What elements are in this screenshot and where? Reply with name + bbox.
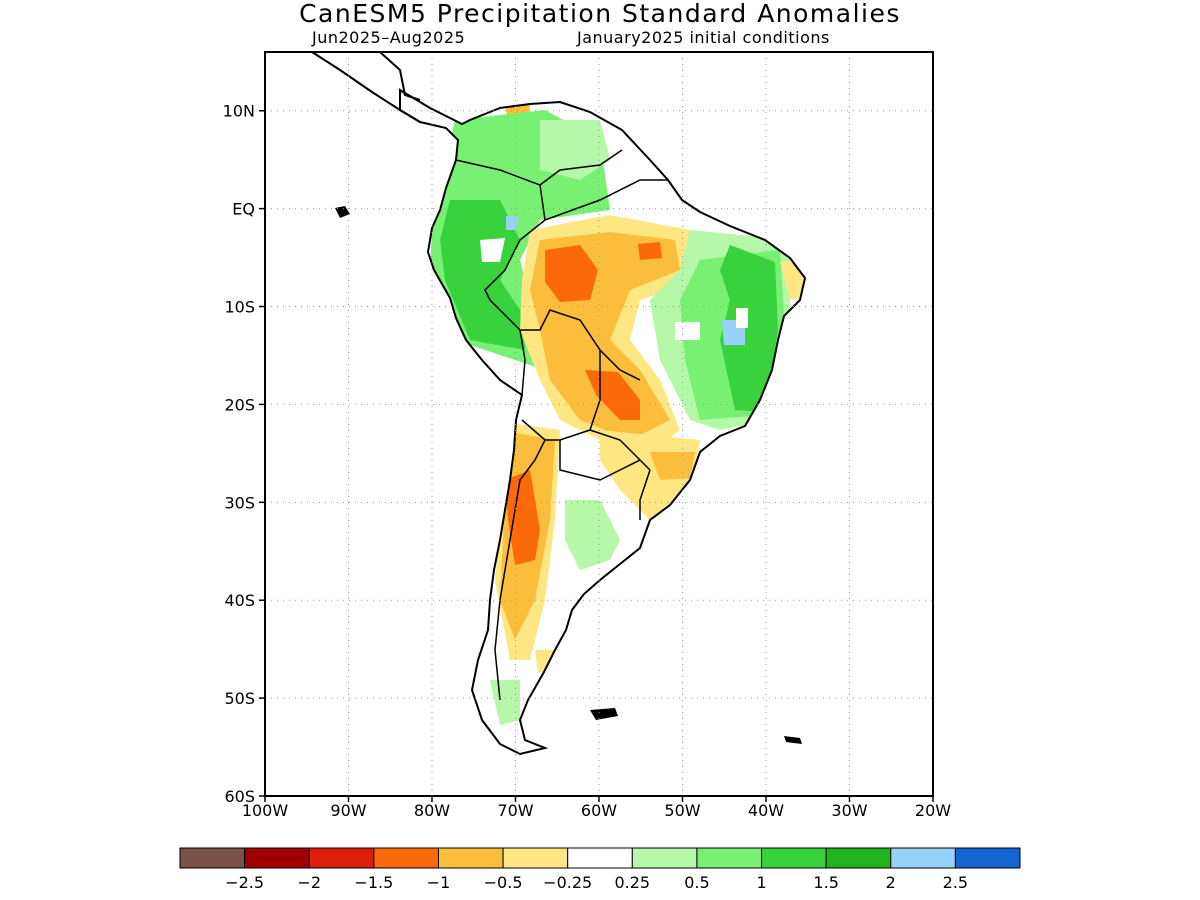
colorbar-swatch — [437, 847, 504, 869]
colorbar-swatch — [179, 847, 246, 869]
lon-tick-label: 90W — [330, 801, 366, 820]
anomaly-region — [736, 308, 748, 328]
colorbar-swatch — [761, 847, 827, 869]
map-frame — [264, 51, 934, 797]
colorbar-label: −2.5 — [225, 873, 264, 892]
anomaly-region — [480, 238, 505, 262]
country-borders — [455, 149, 668, 701]
colorbar-label: 1 — [756, 873, 766, 892]
south-america-coastline — [399, 88, 807, 756]
grid-lines — [265, 52, 933, 796]
colorbar-swatch — [567, 847, 633, 869]
colorbar-label: 2 — [886, 873, 896, 892]
lon-tick-label: 100W — [242, 801, 289, 820]
lon-ticks: 100W 90W 80W 70W 60W 50W 40W 30W 20W — [242, 796, 951, 820]
chart-title: CanESM5 Precipitation Standard Anomalies — [299, 0, 901, 28]
lon-tick-label: 50W — [664, 801, 700, 820]
lat-tick-label: 60S — [224, 787, 255, 806]
colorbar-label: −0.25 — [543, 873, 592, 892]
falkland-islands — [590, 708, 618, 720]
colorbar-label: 1.5 — [813, 873, 838, 892]
anomaly-region — [545, 245, 598, 302]
lat-tick-label: 20S — [224, 395, 255, 414]
colorbar-label: −0.5 — [484, 873, 523, 892]
lat-tick-label: 50S — [224, 689, 255, 708]
colorbar-label: −2 — [297, 873, 321, 892]
colorbar-label: −1.5 — [354, 873, 393, 892]
colorbar-swatch — [890, 847, 956, 869]
colorbar: −2.5 −2 −1.5 −1 −0.5 −0.25 0.25 0.5 1 1.5 2 2.5 — [179, 847, 1021, 892]
lat-tick-label: 10N — [223, 102, 255, 121]
colorbar-label: 0.25 — [614, 873, 650, 892]
colorbar-swatch — [954, 847, 1021, 869]
colorbar-swatch — [308, 847, 375, 869]
colorbar-swatch — [502, 847, 569, 869]
lon-tick-label: 60W — [581, 801, 617, 820]
anomaly-region — [490, 680, 520, 725]
lon-tick-label: 20W — [915, 801, 951, 820]
lat-ticks: 10N EQ 10S 20S 30S 40S 50S 60S — [223, 102, 265, 806]
colorbar-swatch — [696, 847, 763, 869]
lon-tick-label: 80W — [414, 801, 450, 820]
anomaly-region — [505, 470, 540, 565]
lat-tick-label: EQ — [232, 200, 255, 219]
anomaly-region — [506, 216, 518, 230]
colorbar-swatch — [373, 847, 439, 869]
anomaly-region — [540, 120, 610, 180]
colorbar-label: 0.5 — [684, 873, 709, 892]
south-georgia-island — [784, 736, 802, 744]
lat-tick-label: 30S — [224, 493, 255, 512]
galapagos-islands — [335, 206, 350, 218]
anomaly-region — [440, 200, 525, 350]
colorbar-swatch — [825, 847, 892, 869]
anomaly-region — [565, 500, 620, 570]
anomaly-region — [650, 452, 695, 480]
colorbar-label: 2.5 — [943, 873, 968, 892]
initial-conditions-subtitle: January2025 initial conditions — [577, 28, 830, 47]
anomaly-region — [675, 322, 700, 340]
anomaly-region — [780, 262, 805, 300]
colorbar-label: −1 — [427, 873, 451, 892]
anomaly-region — [720, 245, 778, 412]
anomaly-region — [638, 242, 662, 260]
lon-tick-label: 70W — [497, 801, 533, 820]
lon-tick-label: 40W — [748, 801, 784, 820]
lat-tick-label: 10S — [224, 298, 255, 317]
lat-tick-label: 40S — [224, 591, 255, 610]
lon-tick-label: 30W — [831, 801, 867, 820]
season-subtitle: Jun2025–Aug2025 — [312, 28, 466, 47]
colorbar-swatch — [631, 847, 698, 869]
central-america-coastline — [311, 51, 421, 123]
colorbar-swatch — [244, 847, 310, 869]
